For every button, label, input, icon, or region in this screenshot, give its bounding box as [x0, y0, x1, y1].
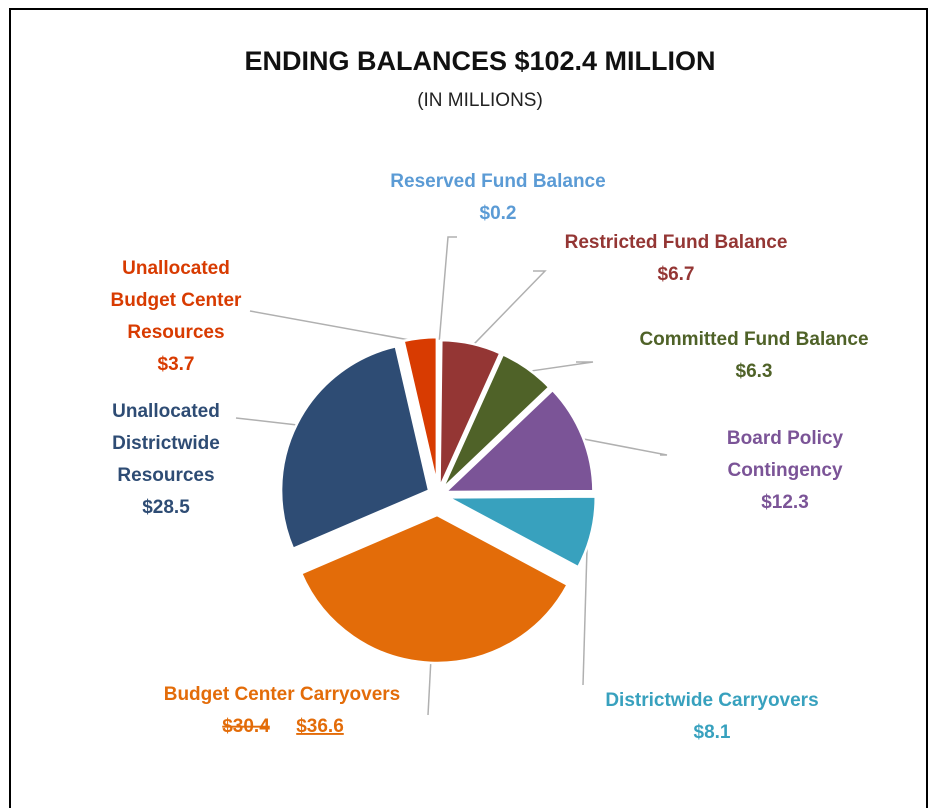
- pie-slice: [402, 335, 439, 486]
- leader-line: [249, 310, 421, 343]
- value-label: $0.2: [480, 203, 517, 224]
- slice-label: Unallocated: [112, 401, 220, 422]
- value-label: $12.3: [761, 492, 809, 513]
- chart-frame: [9, 8, 928, 808]
- value-label: $6.3: [736, 361, 773, 382]
- slice-label: Board Policy: [727, 428, 844, 449]
- slice-label: Resources: [117, 465, 214, 486]
- pie-slice: [440, 352, 552, 491]
- leader-line: [235, 417, 301, 427]
- slice-label: Contingency: [727, 460, 842, 481]
- pie-slice: [299, 513, 570, 665]
- chart-title: ENDING BALANCES $102.4 MILLION: [244, 46, 715, 76]
- slice-label: Unallocated: [122, 258, 230, 279]
- pie-slice: [438, 338, 502, 489]
- chart-subtitle: (IN MILLIONS): [417, 90, 543, 111]
- leader-line: [470, 270, 547, 349]
- slice-label: Budget Center Carryovers: [164, 684, 401, 705]
- leader-line: [427, 658, 432, 716]
- slice-label: Reserved Fund Balance: [390, 171, 605, 192]
- pie-slice: [442, 388, 595, 494]
- value-label: $6.7: [658, 264, 695, 285]
- slice-label: Restricted Fund Balance: [565, 232, 788, 253]
- value-label: $3.7: [158, 354, 195, 375]
- slice-label: Districtwide Carryovers: [605, 690, 818, 711]
- leader-line: [438, 236, 457, 346]
- value-label: $36.6: [296, 716, 344, 737]
- value-label: $28.5: [142, 497, 190, 518]
- slice-label: Budget Center: [111, 290, 243, 311]
- pie-slice: [279, 344, 431, 551]
- leader-line: [578, 437, 668, 456]
- pie-slice: [447, 495, 597, 569]
- slice-label: Districtwide: [112, 433, 220, 454]
- slice-label: Committed Fund Balance: [639, 329, 868, 350]
- slice-label: Resources: [127, 322, 224, 343]
- leader-line: [525, 361, 594, 373]
- leader-line: [582, 531, 589, 686]
- struck-value-label: $30.4: [222, 716, 270, 737]
- value-label: $8.1: [694, 722, 731, 743]
